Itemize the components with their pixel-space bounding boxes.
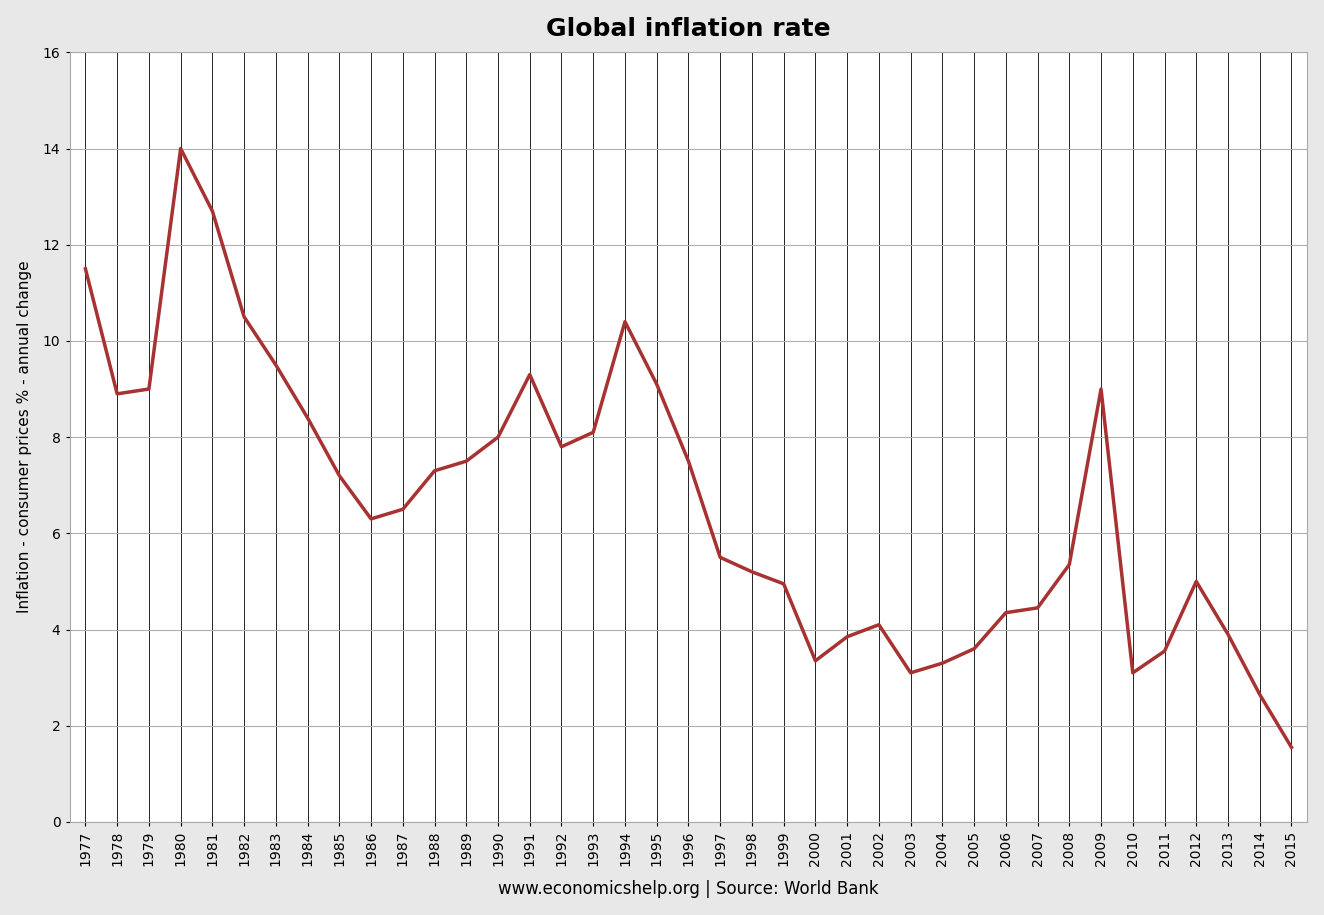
Y-axis label: Inflation - consumer prices % - annual change: Inflation - consumer prices % - annual c… [17,261,32,613]
Title: Global inflation rate: Global inflation rate [545,16,830,40]
X-axis label: www.economicshelp.org | Source: World Bank: www.economicshelp.org | Source: World Ba… [498,880,879,899]
